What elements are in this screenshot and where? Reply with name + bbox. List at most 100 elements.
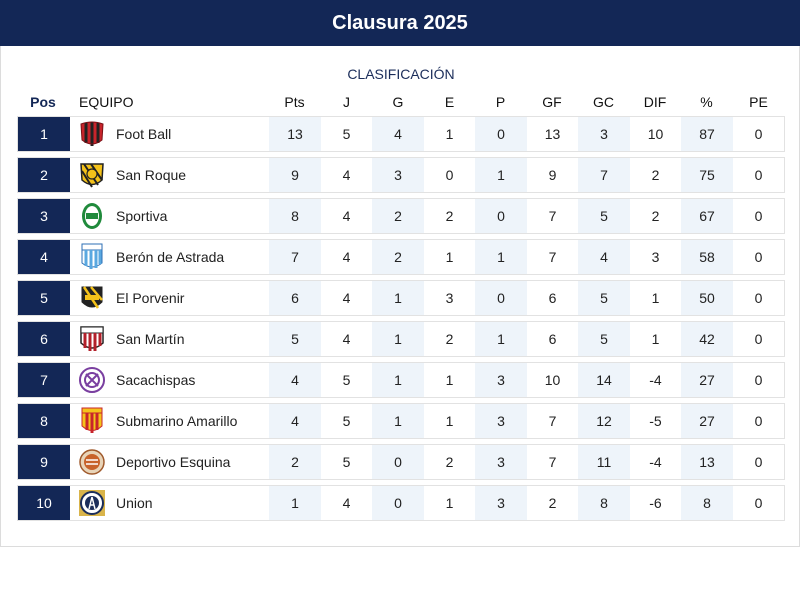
played-cell: 4 bbox=[342, 208, 351, 224]
goals-against-cell: 3 bbox=[578, 117, 630, 151]
played-cell: 4 bbox=[342, 331, 351, 347]
percentage-cell: 87 bbox=[681, 117, 733, 151]
position-cell: 7 bbox=[18, 363, 70, 397]
goal-difference-cell: 10 bbox=[647, 126, 664, 142]
union-crest-icon bbox=[78, 489, 106, 517]
team-name[interactable]: Deportivo Esquina bbox=[116, 454, 231, 470]
column-header-team: EQUIPO bbox=[79, 94, 134, 110]
penalty-cell: 0 bbox=[754, 331, 763, 347]
table-row[interactable]: 8 Submarino Amarillo 4 5 1 1 3 7 12 -5 2… bbox=[17, 403, 785, 439]
table-row[interactable]: 7 Sacachispas 4 5 1 1 3 10 14 -4 27 0 bbox=[17, 362, 785, 398]
team-name[interactable]: Foot Ball bbox=[116, 126, 172, 142]
sportiva-crest-icon bbox=[78, 202, 106, 230]
el-porvenir-crest-icon bbox=[78, 284, 106, 312]
penalty-cell: 0 bbox=[754, 290, 763, 306]
lost-cell: 3 bbox=[475, 445, 527, 479]
lost-cell: 1 bbox=[475, 240, 527, 274]
table-row[interactable]: 5 El Porvenir 6 4 1 3 0 6 5 1 50 0 bbox=[17, 280, 785, 316]
goals-against-cell: 7 bbox=[578, 158, 630, 192]
team-name[interactable]: El Porvenir bbox=[116, 290, 185, 306]
goals-against-cell: 5 bbox=[578, 322, 630, 356]
team-name[interactable]: Sacachispas bbox=[116, 372, 196, 388]
played-cell: 5 bbox=[342, 454, 351, 470]
drawn-cell: 3 bbox=[445, 290, 454, 306]
table-row[interactable]: 6 San Martín 5 4 1 2 1 6 5 1 42 0 bbox=[17, 321, 785, 357]
percentage-cell: 67 bbox=[681, 199, 733, 233]
goals-for-cell: 13 bbox=[544, 126, 561, 142]
lost-cell: 0 bbox=[475, 199, 527, 233]
goal-difference-cell: 1 bbox=[651, 290, 660, 306]
table-row[interactable]: 1 Foot Ball 13 5 4 1 0 13 3 10 87 0 bbox=[17, 116, 785, 152]
team-name[interactable]: San Martín bbox=[116, 331, 185, 347]
column-header-pts: Pts bbox=[284, 94, 305, 110]
table-row[interactable]: 2 San Roque 9 4 3 0 1 9 7 2 75 0 bbox=[17, 157, 785, 193]
goals-against-cell: 5 bbox=[578, 199, 630, 233]
won-cell: 1 bbox=[372, 363, 424, 397]
column-header-pct: % bbox=[700, 94, 713, 110]
goal-difference-cell: 3 bbox=[651, 249, 660, 265]
penalty-cell: 0 bbox=[754, 372, 763, 388]
column-header-j: J bbox=[343, 94, 350, 110]
points-cell: 4 bbox=[269, 404, 321, 438]
points-cell: 5 bbox=[269, 322, 321, 356]
goals-for-cell: 6 bbox=[548, 331, 557, 347]
won-cell: 2 bbox=[372, 199, 424, 233]
team-name[interactable]: Berón de Astrada bbox=[116, 249, 225, 265]
won-cell: 3 bbox=[372, 158, 424, 192]
table-row[interactable]: 9 Deportivo Esquina 2 5 0 2 3 7 11 -4 13… bbox=[17, 444, 785, 480]
won-cell: 1 bbox=[372, 322, 424, 356]
table-row[interactable]: 10 Union 1 4 0 1 3 2 8 -6 8 0 bbox=[17, 485, 785, 521]
goal-difference-cell: 2 bbox=[651, 208, 660, 224]
penalty-cell: 0 bbox=[754, 167, 763, 183]
standings-panel: CLASIFICACIÓN Pos EQUIPO Pts J G E P GF … bbox=[0, 46, 800, 547]
points-cell: 9 bbox=[269, 158, 321, 192]
team-name[interactable]: Sportiva bbox=[116, 208, 168, 224]
position-cell: 1 bbox=[18, 117, 70, 151]
position-cell: 9 bbox=[18, 445, 70, 479]
played-cell: 5 bbox=[342, 126, 351, 142]
played-cell: 4 bbox=[342, 249, 351, 265]
won-cell: 0 bbox=[372, 486, 424, 520]
goals-against-cell: 14 bbox=[578, 363, 630, 397]
played-cell: 4 bbox=[342, 290, 351, 306]
goals-for-cell: 7 bbox=[548, 249, 557, 265]
goals-against-cell: 5 bbox=[578, 281, 630, 315]
column-header-g: G bbox=[392, 94, 404, 110]
deportivo-esquina-crest-icon bbox=[78, 448, 106, 476]
drawn-cell: 1 bbox=[445, 495, 454, 511]
position-cell: 2 bbox=[18, 158, 70, 192]
played-cell: 4 bbox=[342, 495, 351, 511]
column-header-pe: PE bbox=[749, 94, 768, 110]
goal-difference-cell: -6 bbox=[649, 495, 662, 511]
drawn-cell: 2 bbox=[445, 331, 454, 347]
team-name[interactable]: Union bbox=[116, 495, 153, 511]
points-cell: 2 bbox=[269, 445, 321, 479]
goals-for-cell: 7 bbox=[548, 454, 557, 470]
penalty-cell: 0 bbox=[754, 454, 763, 470]
lost-cell: 0 bbox=[475, 281, 527, 315]
percentage-cell: 13 bbox=[681, 445, 733, 479]
won-cell: 0 bbox=[372, 445, 424, 479]
goals-against-cell: 12 bbox=[578, 404, 630, 438]
penalty-cell: 0 bbox=[754, 249, 763, 265]
points-cell: 8 bbox=[269, 199, 321, 233]
position-cell: 3 bbox=[18, 199, 70, 233]
lost-cell: 3 bbox=[475, 404, 527, 438]
lost-cell: 3 bbox=[475, 363, 527, 397]
table-row[interactable]: 4 Berón de Astrada 7 4 2 1 1 7 4 3 58 0 bbox=[17, 239, 785, 275]
goal-difference-cell: 2 bbox=[651, 167, 660, 183]
won-cell: 1 bbox=[372, 281, 424, 315]
submarino-amarillo-crest-icon bbox=[78, 407, 106, 435]
points-cell: 13 bbox=[269, 117, 321, 151]
table-row[interactable]: 3 Sportiva 8 4 2 2 0 7 5 2 67 0 bbox=[17, 198, 785, 234]
points-cell: 6 bbox=[269, 281, 321, 315]
team-name[interactable]: Submarino Amarillo bbox=[116, 413, 238, 429]
goals-for-cell: 6 bbox=[548, 290, 557, 306]
played-cell: 5 bbox=[342, 413, 351, 429]
drawn-cell: 2 bbox=[445, 454, 454, 470]
penalty-cell: 0 bbox=[754, 126, 763, 142]
percentage-cell: 42 bbox=[681, 322, 733, 356]
drawn-cell: 1 bbox=[445, 126, 454, 142]
team-name[interactable]: San Roque bbox=[116, 167, 187, 183]
column-header-e: E bbox=[444, 94, 455, 110]
